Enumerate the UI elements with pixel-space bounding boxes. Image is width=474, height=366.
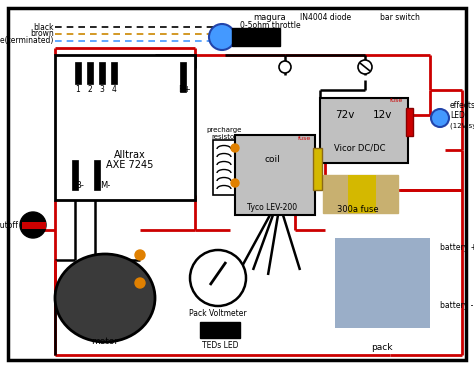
Text: B-: B- bbox=[75, 180, 84, 190]
Bar bbox=[323, 175, 398, 213]
Text: pack: pack bbox=[371, 344, 393, 352]
Bar bbox=[235, 135, 315, 215]
Circle shape bbox=[279, 61, 291, 73]
Text: effects: effects bbox=[450, 101, 474, 109]
Text: 3: 3 bbox=[100, 86, 104, 94]
Text: M-: M- bbox=[100, 180, 110, 190]
Text: TEDs LED: TEDs LED bbox=[202, 340, 238, 350]
Text: battery +: battery + bbox=[440, 243, 474, 253]
Text: Vicor DC/DC: Vicor DC/DC bbox=[334, 143, 386, 153]
Text: black: black bbox=[34, 22, 54, 31]
Circle shape bbox=[358, 60, 372, 74]
Text: precharge: precharge bbox=[206, 127, 242, 133]
Bar bbox=[200, 322, 240, 338]
Bar bbox=[232, 28, 280, 46]
Text: 2: 2 bbox=[88, 86, 92, 94]
Text: Alltrax: Alltrax bbox=[114, 150, 146, 160]
Bar bbox=[320, 98, 408, 163]
Text: AXE 7245: AXE 7245 bbox=[106, 160, 154, 170]
Bar bbox=[99, 62, 105, 84]
Text: bar switch: bar switch bbox=[380, 14, 420, 22]
Text: coil: coil bbox=[264, 156, 280, 164]
Text: battery -: battery - bbox=[440, 300, 474, 310]
Text: fuse: fuse bbox=[390, 97, 403, 102]
Text: motor: motor bbox=[91, 337, 118, 347]
Bar bbox=[22, 222, 46, 229]
Text: 12v: 12v bbox=[374, 110, 392, 120]
Text: magura: magura bbox=[254, 14, 286, 22]
Bar bbox=[87, 62, 93, 84]
Text: 0-5ohm throttle: 0-5ohm throttle bbox=[240, 20, 301, 30]
Bar bbox=[75, 62, 81, 84]
Bar bbox=[180, 62, 186, 92]
Bar bbox=[94, 160, 100, 190]
Circle shape bbox=[135, 278, 145, 288]
Circle shape bbox=[231, 144, 239, 152]
Bar bbox=[313, 148, 322, 190]
Bar bbox=[55, 55, 195, 200]
Text: 1: 1 bbox=[76, 86, 81, 94]
Bar bbox=[111, 62, 117, 84]
Circle shape bbox=[20, 212, 46, 238]
Circle shape bbox=[209, 24, 235, 50]
Bar bbox=[335, 238, 430, 328]
Text: (12V system): (12V system) bbox=[450, 123, 474, 129]
Text: fuse: fuse bbox=[298, 135, 311, 141]
Text: 4: 4 bbox=[111, 86, 117, 94]
Circle shape bbox=[135, 250, 145, 260]
Text: 300a fuse: 300a fuse bbox=[337, 205, 379, 214]
Bar bbox=[72, 160, 78, 190]
Text: B+: B+ bbox=[179, 86, 191, 94]
Text: Tyco LEV-200: Tyco LEV-200 bbox=[247, 203, 297, 213]
Text: 72v: 72v bbox=[335, 110, 355, 120]
Text: IN4004 diode: IN4004 diode bbox=[300, 14, 351, 22]
Text: blue(terminated): blue(terminated) bbox=[0, 37, 54, 45]
Bar bbox=[213, 140, 235, 195]
Bar bbox=[348, 175, 376, 213]
Text: Pack Voltmeter: Pack Voltmeter bbox=[189, 310, 247, 318]
Text: pack cutoff: pack cutoff bbox=[0, 220, 18, 229]
Circle shape bbox=[431, 109, 449, 127]
Bar bbox=[406, 108, 413, 136]
Text: brown: brown bbox=[30, 30, 54, 38]
Circle shape bbox=[190, 250, 246, 306]
Ellipse shape bbox=[55, 254, 155, 342]
Text: LED: LED bbox=[450, 111, 465, 120]
Text: resistor: resistor bbox=[211, 134, 237, 140]
Circle shape bbox=[231, 179, 239, 187]
